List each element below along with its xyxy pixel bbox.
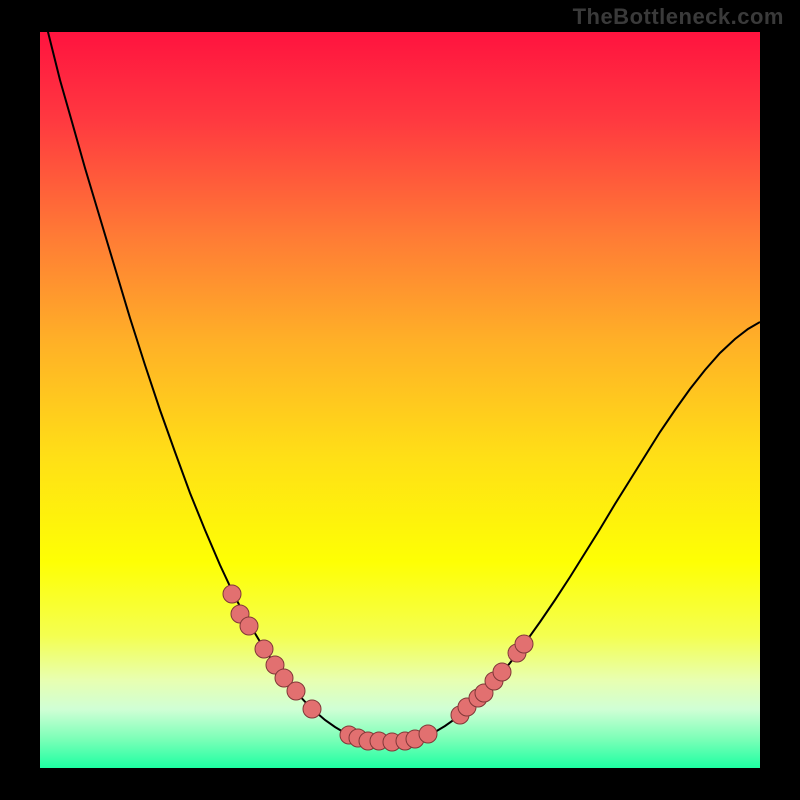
data-marker bbox=[419, 725, 437, 743]
data-marker bbox=[255, 640, 273, 658]
curve-overlay bbox=[40, 32, 760, 768]
data-marker bbox=[303, 700, 321, 718]
plot-area bbox=[40, 32, 760, 768]
watermark-text: TheBottleneck.com bbox=[573, 4, 784, 30]
data-marker bbox=[493, 663, 511, 681]
bottleneck-curve bbox=[40, 32, 760, 742]
data-marker bbox=[223, 585, 241, 603]
data-marker bbox=[287, 682, 305, 700]
data-marker bbox=[240, 617, 258, 635]
chart-container: { "watermark": { "text": "TheBottleneck.… bbox=[0, 0, 800, 800]
data-marker bbox=[515, 635, 533, 653]
